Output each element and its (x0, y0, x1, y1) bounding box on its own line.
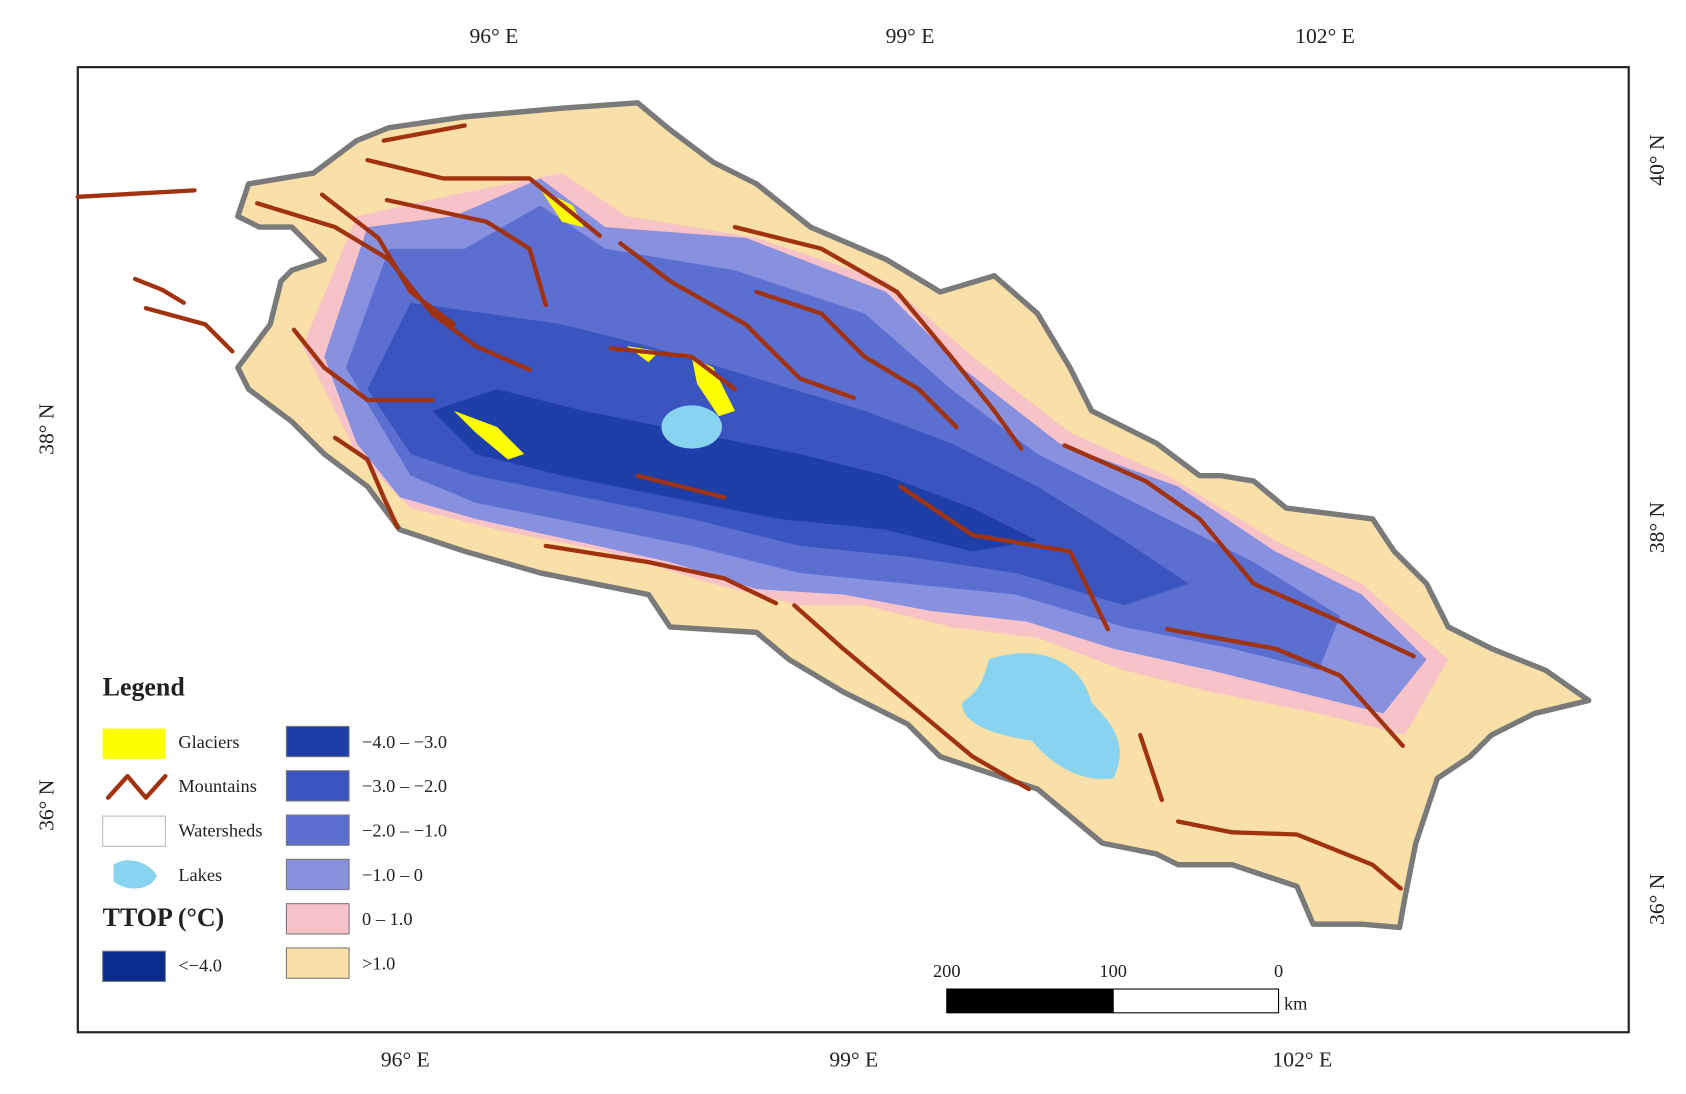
scale-unit: km (1284, 993, 1307, 1013)
legend-label: <−4.0 (178, 956, 222, 976)
legend-swatch (102, 950, 166, 983)
legend-swatch (105, 773, 168, 800)
right-label: 38° N (1645, 502, 1669, 554)
legend-label: −3.0 – −2.0 (362, 776, 447, 796)
legend-swatch (285, 770, 350, 802)
zone-dark-blue (432, 389, 1038, 552)
ttop-title: TTOP (°C) (103, 903, 225, 932)
mountains (75, 123, 1416, 891)
legend-swatch (285, 814, 350, 846)
scale-label: 200 (933, 961, 961, 981)
legend-title: Legend (103, 673, 186, 702)
scale-bar (1112, 988, 1280, 1014)
bottom-label: 96° E (381, 1047, 430, 1071)
legend-label: Glaciers (178, 732, 239, 752)
legend-label: −2.0 – −1.0 (362, 821, 447, 841)
legend-label: Lakes (178, 865, 222, 885)
lake (661, 405, 722, 449)
legend-swatch (102, 815, 166, 847)
left-label: 38° N (35, 403, 59, 455)
scale-label: 100 (1099, 961, 1127, 981)
scale-label: 0 (1274, 961, 1283, 981)
legend-label: Watersheds (178, 821, 262, 841)
legend-swatch (285, 725, 350, 758)
legend-label: Mountains (178, 776, 257, 796)
legend-label: 0 – 1.0 (362, 909, 413, 929)
legend-label: >1.0 (362, 953, 395, 973)
lake (961, 653, 1120, 780)
top-label: 102° E (1295, 24, 1355, 48)
legend-swatch (285, 903, 350, 935)
bottom-label: 102° E (1272, 1047, 1332, 1071)
scale-bar (946, 988, 1114, 1014)
legend-label: −1.0 – 0 (362, 865, 423, 885)
legend-swatch (113, 860, 157, 889)
legend-swatch (285, 947, 350, 979)
right-label: 36° N (1645, 873, 1669, 925)
legend-swatch (285, 858, 350, 891)
top-label: 99° E (886, 24, 935, 48)
top-label: 96° E (469, 24, 518, 48)
legend-label: −4.0 – −3.0 (362, 732, 447, 752)
left-label: 36° N (35, 779, 59, 831)
right-label: 40° N (1645, 134, 1669, 186)
bottom-label: 99° E (829, 1047, 878, 1071)
legend-swatch (102, 728, 166, 759)
